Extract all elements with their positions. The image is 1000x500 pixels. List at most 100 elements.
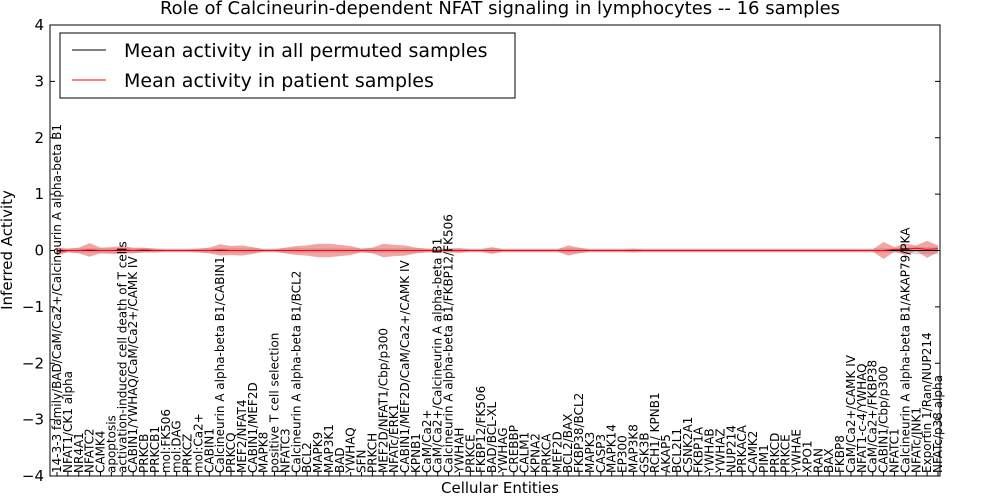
x-tick-label: NFATc/ERK1: [387, 404, 401, 473]
x-tick-label: MEF2D/NFAT1/Cbp/p300: [376, 328, 390, 473]
legend-label-permuted: Mean activity in all permuted samples: [124, 40, 487, 62]
x-tick-label: MAPK14: [605, 424, 619, 473]
y-axis-label: Inferred Activity: [0, 190, 16, 310]
x-tick-label: NFATC2: [83, 428, 97, 473]
x-tick-label: NFAT1/CK1 alpha: [61, 371, 75, 473]
x-tick-label: NFAT1-c-4/YWHAQ: [855, 363, 869, 473]
x-tick-label: activation-induced cell death of T cells: [115, 241, 129, 473]
x-tick-label: CASP3: [594, 434, 608, 473]
x-tick-label: CaM/Ca2+/CAMK IV: [844, 354, 858, 473]
x-tick-label: NFATc/JNK1: [909, 407, 923, 473]
x-tick-label: BAD/BCL-XL: [485, 401, 499, 473]
x-tick-label: PRKCZ: [181, 434, 195, 473]
y-tick-label: −2: [22, 354, 44, 372]
x-tick-label: PRKCE: [463, 434, 477, 473]
x-tick-label: BAD: [333, 447, 347, 473]
x-tick-label: FKBP12/FK506: [474, 386, 488, 473]
x-tick-label: CaM/Ca2+/FKBP38: [866, 360, 880, 473]
line-series-1: [56, 247, 939, 253]
x-tick-label: NFATC1: [887, 428, 901, 473]
x-tick-label: NUP214: [724, 425, 738, 473]
y-tick-label: 3: [34, 72, 44, 90]
y-tick-label: 0: [34, 242, 44, 260]
legend: Mean activity in all permuted samples Me…: [59, 32, 516, 99]
x-tick-label: MAPK3: [583, 432, 597, 473]
x-tick-label: PRKCB: [137, 434, 151, 473]
x-tick-label: CABIN1/MEF2D/CaM/Ca2+/CAMK IV: [398, 259, 412, 473]
x-tick-label: CaM/Ca2+: [420, 409, 434, 473]
chart-title: Role of Calcineurin-dependent NFAT signa…: [160, 0, 840, 19]
x-tick-label: FKBP1A: [692, 426, 706, 473]
x-tick-label: FKBP38/BCL2: [572, 393, 586, 473]
x-tick-label: KPNB1: [409, 433, 423, 473]
x-tick-label: Exportin 1/Ran/NUP214: [920, 332, 934, 473]
x-tick-label: YWHAH: [452, 428, 466, 474]
x-tick-label: CABIN1/Cbp/p300: [877, 366, 891, 473]
x-tick-label: MAPK9: [311, 432, 325, 473]
x-tick-label: Calcineurin A alpha-beta B1/CABIN1: [213, 256, 227, 473]
x-tick-label: CSNK2A1: [681, 417, 695, 473]
x-axis-label: Cellular Entities: [441, 479, 559, 497]
x-tick-label: SFN: [355, 449, 369, 473]
plot-frame: [49, 24, 941, 477]
x-tick-label: CAMK2: [746, 431, 760, 473]
x-tick-label: MEF2D: [550, 431, 564, 473]
x-tick-label: PRKCD: [768, 433, 782, 473]
x-tick-label: MAPK8: [257, 432, 271, 473]
x-tick-label: BAX: [822, 448, 836, 473]
x-tick-label: mol:Ca2+: [191, 413, 205, 473]
x-tick-label: RAN: [811, 448, 825, 473]
x-tick-label: CAMK4: [94, 431, 108, 473]
y-tick-label: −3: [22, 411, 44, 429]
x-tick-label: MAP3K1: [322, 424, 336, 473]
x-tick-label: CABIN1: [202, 428, 216, 473]
x-tick-label: YWHAZ: [713, 428, 727, 474]
x-tick-label: apoptosis: [104, 415, 118, 473]
x-tick-label: YWHAG: [496, 427, 510, 474]
x-tick-label: BCL2/BAX: [561, 414, 575, 473]
legend-box: [59, 32, 516, 99]
x-tick-label: YWHAB: [703, 428, 717, 474]
x-tick-label: CALM1: [518, 432, 532, 473]
x-tick-label: 14-3-3 family/BAD/CaM/Ca2+/Calcineurin A…: [50, 124, 64, 473]
x-tick-label: PRKACA: [735, 424, 749, 473]
y-tick-label: 2: [34, 129, 44, 147]
x-tick-label: NFATc/p38 alpha: [931, 375, 945, 473]
x-tick-label: CABIN1/YWHAQ/CaM/Ca2+/CAMK IV: [126, 256, 140, 473]
x-tick-label: AKAP5: [659, 434, 673, 473]
x-tick-label: positive T cell selection: [268, 333, 282, 473]
x-tick-label: mol:DAG: [170, 420, 184, 473]
x-tick-label: NR4A1: [72, 432, 86, 473]
x-tick-label: GSK3B: [637, 432, 651, 473]
x-tick-label: PIM1: [757, 444, 771, 473]
plot-area: 4 3 2 1 0 −1 −2 −3 −4 14-3-3 family/BAD/CaM/Ca2+/…: [22, 16, 945, 485]
x-tick-label: BCL2L1: [670, 428, 684, 473]
y-tick-label: 1: [34, 185, 44, 203]
x-tick-label: PRKCB1: [148, 426, 162, 473]
x-tick-label: YWHAE: [790, 429, 804, 474]
x-tick-label: BCL2: [300, 442, 314, 473]
x-tick-label: Calcineurin A alpha-beta B1/AKAP79/PKA: [898, 227, 912, 473]
x-tick-label: Calcineurin A alpha-beta B1/BCL2: [289, 271, 303, 473]
x-tick-label: CABIN1/MEF2D: [246, 382, 260, 473]
legend-label-patient: Mean activity in patient samples: [124, 70, 434, 92]
band-series-1: [57, 240, 938, 259]
x-tick-label: XPO1: [800, 440, 814, 473]
x-tick-label: PRKCQ: [224, 432, 238, 473]
y-tick-label: 4: [34, 16, 44, 34]
x-tick-label: PRKCH: [365, 433, 379, 473]
x-tick-label: RCH1/ KPNB1: [648, 392, 662, 473]
x-tick-label: MEF2/NFAT4: [235, 399, 249, 473]
x-tick-label: Calcineurin A alpha-beta B1/FKBP12/FK506: [442, 214, 456, 473]
x-tick-label: FKBP8: [833, 435, 847, 473]
x-tick-label: CaM/Ca2+/Calcineurin A alpha-beta B1: [431, 238, 445, 473]
y-tick-label: −1: [22, 298, 44, 316]
x-tick-label: PRKCA: [539, 433, 553, 473]
x-tick-label: mol:FK506: [159, 409, 173, 473]
y-tick-label: −4: [22, 467, 44, 485]
x-tick-label: EP300: [616, 435, 630, 473]
x-tick-label: CREBBP: [507, 425, 521, 473]
x-tick-label: KPNA2: [529, 433, 543, 473]
x-tick-label: YWHAQ: [344, 427, 358, 474]
